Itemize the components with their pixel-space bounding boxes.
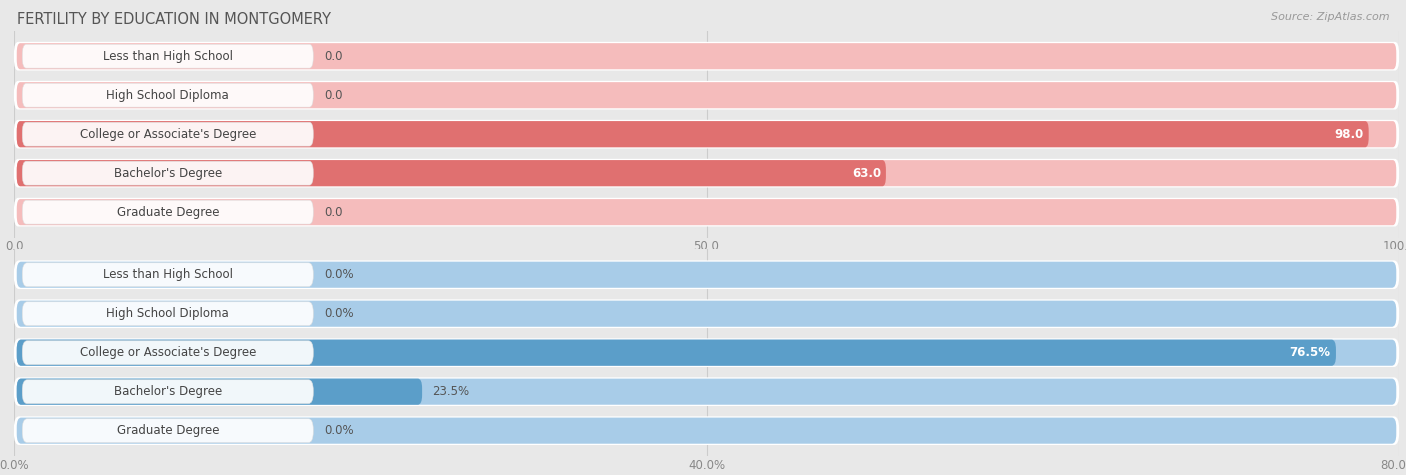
Text: College or Associate's Degree: College or Associate's Degree: [80, 346, 256, 359]
Text: Bachelor's Degree: Bachelor's Degree: [114, 167, 222, 180]
Text: High School Diploma: High School Diploma: [107, 307, 229, 320]
FancyBboxPatch shape: [14, 159, 1399, 188]
FancyBboxPatch shape: [14, 338, 1399, 367]
FancyBboxPatch shape: [17, 340, 1396, 366]
FancyBboxPatch shape: [14, 416, 1399, 445]
FancyBboxPatch shape: [17, 301, 1396, 327]
Text: Less than High School: Less than High School: [103, 50, 233, 63]
FancyBboxPatch shape: [22, 341, 314, 365]
Text: 23.5%: 23.5%: [432, 385, 470, 398]
Text: 0.0: 0.0: [325, 206, 343, 219]
FancyBboxPatch shape: [14, 377, 1399, 406]
FancyBboxPatch shape: [22, 302, 314, 326]
FancyBboxPatch shape: [17, 262, 1396, 288]
FancyBboxPatch shape: [17, 82, 1396, 108]
FancyBboxPatch shape: [17, 43, 1396, 69]
FancyBboxPatch shape: [14, 120, 1399, 149]
Text: Graduate Degree: Graduate Degree: [117, 206, 219, 219]
FancyBboxPatch shape: [17, 121, 1396, 147]
FancyBboxPatch shape: [17, 160, 886, 186]
FancyBboxPatch shape: [17, 160, 1396, 186]
Text: College or Associate's Degree: College or Associate's Degree: [80, 128, 256, 141]
FancyBboxPatch shape: [17, 340, 1336, 366]
Text: FERTILITY BY EDUCATION IN MONTGOMERY: FERTILITY BY EDUCATION IN MONTGOMERY: [17, 12, 330, 27]
FancyBboxPatch shape: [22, 122, 314, 146]
FancyBboxPatch shape: [14, 42, 1399, 71]
FancyBboxPatch shape: [17, 121, 1368, 147]
FancyBboxPatch shape: [22, 200, 314, 224]
Text: 63.0: 63.0: [852, 167, 882, 180]
Text: 0.0: 0.0: [325, 89, 343, 102]
FancyBboxPatch shape: [22, 419, 314, 443]
Text: High School Diploma: High School Diploma: [107, 89, 229, 102]
Text: 0.0%: 0.0%: [325, 268, 354, 281]
FancyBboxPatch shape: [14, 260, 1399, 289]
FancyBboxPatch shape: [22, 380, 314, 404]
FancyBboxPatch shape: [17, 379, 1396, 405]
Text: Graduate Degree: Graduate Degree: [117, 424, 219, 437]
Text: 0.0%: 0.0%: [325, 307, 354, 320]
FancyBboxPatch shape: [14, 299, 1399, 328]
FancyBboxPatch shape: [17, 418, 1396, 444]
Text: 0.0%: 0.0%: [325, 424, 354, 437]
Text: Bachelor's Degree: Bachelor's Degree: [114, 385, 222, 398]
Text: Less than High School: Less than High School: [103, 268, 233, 281]
Text: 76.5%: 76.5%: [1289, 346, 1330, 359]
FancyBboxPatch shape: [14, 81, 1399, 110]
Text: Source: ZipAtlas.com: Source: ZipAtlas.com: [1271, 12, 1389, 22]
Text: 98.0: 98.0: [1334, 128, 1364, 141]
FancyBboxPatch shape: [17, 199, 1396, 225]
FancyBboxPatch shape: [22, 161, 314, 185]
FancyBboxPatch shape: [22, 83, 314, 107]
FancyBboxPatch shape: [17, 379, 422, 405]
FancyBboxPatch shape: [14, 198, 1399, 227]
FancyBboxPatch shape: [22, 263, 314, 286]
Text: 0.0: 0.0: [325, 50, 343, 63]
FancyBboxPatch shape: [22, 44, 314, 68]
